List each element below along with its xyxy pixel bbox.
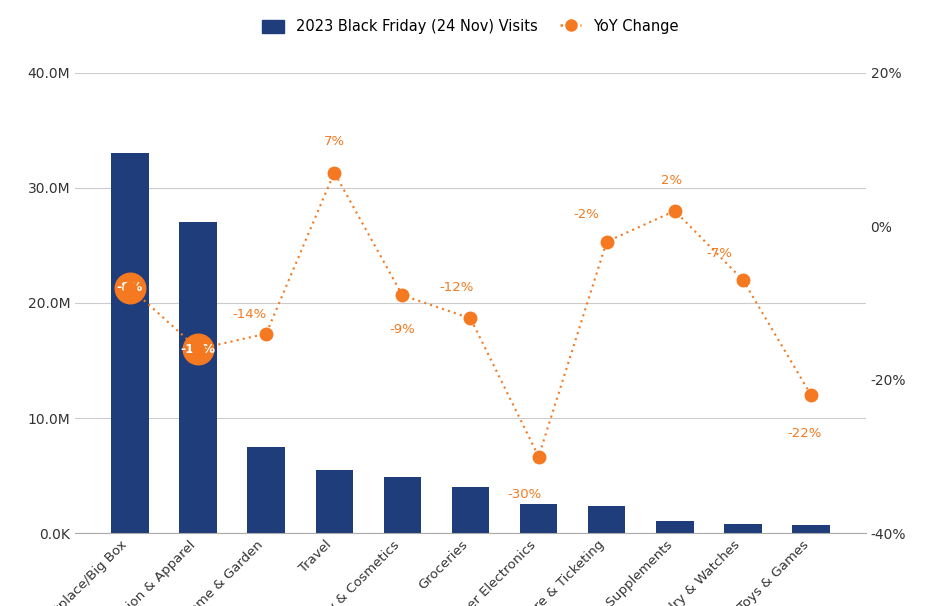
Bar [656,521,694,533]
Bar [588,505,626,533]
Bar [725,524,761,533]
Text: -12%: -12% [439,281,474,294]
Bar [247,447,285,533]
Text: -9%: -9% [390,324,415,336]
Bar [792,525,830,533]
Text: -7%: -7% [706,247,732,259]
Text: -2%: -2% [573,208,599,221]
Bar [452,487,489,533]
Text: 2%: 2% [661,174,682,187]
Bar [384,477,422,533]
Bar [519,504,557,533]
Text: -30%: -30% [508,488,542,501]
Text: -22%: -22% [787,427,821,440]
Text: -8%: -8% [117,281,143,294]
Text: -16%: -16% [181,342,215,356]
Bar [111,153,149,533]
Legend: 2023 Black Friday (24 Nov) Visits, YoY Change: 2023 Black Friday (24 Nov) Visits, YoY C… [257,13,684,40]
Text: 7%: 7% [324,135,344,148]
Text: -14%: -14% [232,308,266,321]
Bar [180,222,216,533]
Bar [315,470,353,533]
